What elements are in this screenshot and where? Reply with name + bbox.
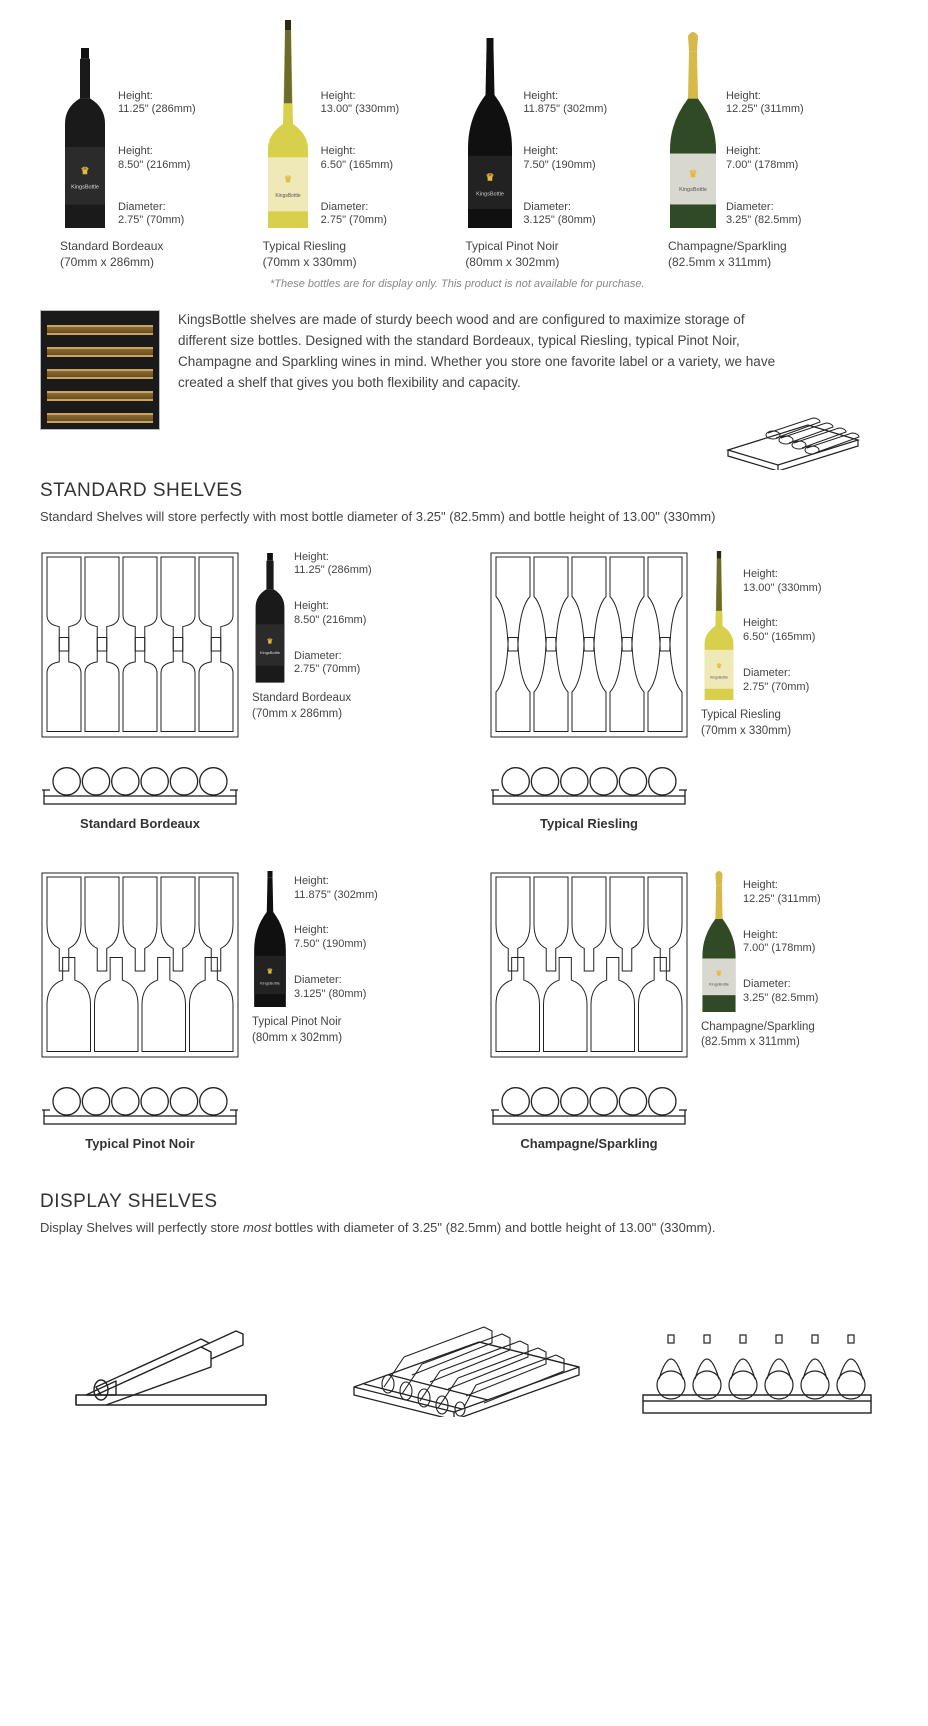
shelf-cell-riesling: Typical Riesling ♛ KingsBottle Height:13… — [489, 551, 888, 831]
shelf-cell-bordeaux: Standard Bordeaux ♛ KingsBottle Height:1… — [40, 551, 439, 831]
bottle-spec-bordeaux: ♛ KingsBottle Height: 11.25" (286mm) Hei… — [60, 48, 260, 270]
shelf-top-view — [40, 871, 240, 1062]
shelf-front-view — [489, 760, 689, 806]
standard-shelves-grid: Standard Bordeaux ♛ KingsBottle Height:1… — [40, 551, 888, 1151]
diameter: Diameter: 3.125" (80mm) — [523, 201, 607, 229]
shelf-top-view — [40, 551, 240, 742]
shelf-iso-sketch — [718, 380, 868, 470]
shelf-side-bottle: ♛ KingsBottle — [252, 871, 288, 1008]
svg-text:KingsBottle: KingsBottle — [260, 651, 281, 656]
shelf-caption: Typical Pinot Noir — [40, 1136, 240, 1151]
standard-shelves-desc: Standard Shelves will store perfectly wi… — [40, 508, 888, 526]
display-shelves-diagrams — [40, 1267, 888, 1417]
svg-text:♛: ♛ — [716, 662, 722, 669]
shelf-caption: Champagne/Sparkling — [489, 1136, 689, 1151]
svg-text:KingsBottle: KingsBottle — [71, 184, 99, 190]
shelf-side-dimensions: Height:11.875" (302mm) Height:7.50" (190… — [294, 875, 378, 1002]
svg-text:KingsBottle: KingsBottle — [709, 981, 730, 986]
shelf-top-view — [489, 551, 689, 742]
bottle-caption: Typical Riesling (70mm x 330mm) — [263, 238, 357, 270]
svg-text:♛: ♛ — [486, 173, 495, 184]
height-shoulder: Height:7.00" (178mm) — [743, 929, 821, 957]
svg-text:♛: ♛ — [688, 169, 697, 180]
display-shelf-side-view — [40, 1287, 303, 1417]
shelf-front-view — [489, 1080, 689, 1126]
bottle-caption: Typical Pinot Noir (80mm x 302mm) — [465, 238, 559, 270]
shelf-cell-pinot: Typical Pinot Noir ♛ KingsBottle Height:… — [40, 871, 439, 1151]
height-shoulder: Height:8.50" (216mm) — [294, 600, 372, 628]
shelf-caption: Typical Riesling — [489, 816, 689, 831]
svg-text:♛: ♛ — [267, 637, 273, 646]
shelf-side-dimensions: Height:13.00" (330mm) Height:6.50" (165m… — [743, 568, 822, 695]
height-shoulder: Height: 6.50" (165mm) — [321, 145, 400, 173]
bottle-caption: Standard Bordeaux (70mm x 286mm) — [60, 238, 163, 270]
display-desc-post: bottles with diameter of 3.25" (82.5mm) … — [271, 1220, 715, 1235]
height-shoulder: Height: 8.50" (216mm) — [118, 145, 196, 173]
diameter: Diameter:3.25" (82.5mm) — [743, 978, 821, 1006]
diameter: Diameter:2.75" (70mm) — [743, 667, 822, 695]
display-shelf-front-view — [625, 1327, 888, 1417]
svg-text:♛: ♛ — [81, 166, 90, 177]
shelf-side-caption: Typical Pinot Noir (80mm x 302mm) — [252, 1015, 342, 1046]
display-shelves-heading: DISPLAY SHELVES — [40, 1191, 888, 1213]
shelf-top-view — [489, 871, 689, 1062]
bottle-caption: Champagne/Sparkling (82.5mm x 311mm) — [668, 238, 787, 270]
bottle-spec-pinot: ♛ KingsBottle Height: 11.875" (302mm) He… — [465, 38, 665, 270]
intro-section: KingsBottle shelves are made of sturdy b… — [40, 310, 888, 430]
shelf-front-view — [40, 760, 240, 806]
shelf-front-view — [40, 1080, 240, 1126]
shelf-side-caption: Typical Riesling (70mm x 330mm) — [701, 708, 791, 739]
display-desc-pre: Display Shelves will perfectly store — [40, 1220, 243, 1235]
diameter: Diameter:2.75" (70mm) — [294, 650, 372, 678]
svg-text:KingsBottle: KingsBottle — [476, 192, 504, 198]
bottle-spec-champagne: ♛ KingsBottle Height: 12.25" (311mm) Hei… — [668, 32, 868, 270]
height-overall: Height: 11.875" (302mm) — [523, 90, 607, 118]
shelf-side-bottle: ♛ KingsBottle — [701, 871, 737, 1012]
svg-text:KingsBottle: KingsBottle — [679, 187, 707, 193]
display-shelves-desc: Display Shelves will perfectly store mos… — [40, 1219, 888, 1237]
svg-text:♛: ♛ — [267, 966, 273, 975]
bottle-dimensions: Height: 13.00" (330mm) Height: 6.50" (16… — [321, 90, 400, 229]
shelf-side-bottle: ♛ KingsBottle — [252, 553, 288, 683]
shelf-side-caption: Standard Bordeaux (70mm x 286mm) — [252, 691, 351, 722]
svg-text:♛: ♛ — [716, 968, 722, 977]
diameter: Diameter: 3.25" (82.5mm) — [726, 201, 804, 229]
display-desc-em: most — [243, 1220, 271, 1235]
bottle-dimensions: Height: 11.25" (286mm) Height: 8.50" (21… — [118, 90, 196, 229]
shelf-side-dimensions: Height:11.25" (286mm) Height:8.50" (216m… — [294, 551, 372, 678]
svg-text:KingsBottle: KingsBottle — [260, 980, 281, 985]
height-overall: Height:11.875" (302mm) — [294, 875, 378, 903]
disclaimer-text: *These bottles are for display only. Thi… — [270, 278, 888, 290]
svg-text:KingsBottle: KingsBottle — [710, 675, 728, 679]
display-shelf-iso-view — [333, 1267, 596, 1417]
shelf-side-dimensions: Height:12.25" (311mm) Height:7.00" (178m… — [743, 879, 821, 1006]
standard-shelves-heading: STANDARD SHELVES — [40, 480, 888, 502]
svg-text:♛: ♛ — [284, 174, 292, 184]
diameter: Diameter:3.125" (80mm) — [294, 974, 378, 1002]
height-shoulder: Height: 7.50" (190mm) — [523, 145, 607, 173]
shelf-side-bottle: ♛ KingsBottle — [701, 551, 737, 701]
shelf-side-caption: Champagne/Sparkling (82.5mm x 311mm) — [701, 1020, 815, 1051]
diameter: Diameter: 2.75" (70mm) — [118, 201, 196, 229]
height-shoulder: Height:7.50" (190mm) — [294, 924, 378, 952]
shelf-caption: Standard Bordeaux — [40, 816, 240, 831]
bottle-spec-riesling: ♛ KingsBottle Height: 13.00" (330mm) Hei… — [263, 20, 463, 270]
height-shoulder: Height: 7.00" (178mm) — [726, 145, 804, 173]
height-overall: Height: 12.25" (311mm) — [726, 90, 804, 118]
height-overall: Height: 11.25" (286mm) — [118, 90, 196, 118]
height-overall: Height: 13.00" (330mm) — [321, 90, 400, 118]
svg-text:KingsBottle: KingsBottle — [275, 193, 301, 199]
height-overall: Height:13.00" (330mm) — [743, 568, 822, 596]
height-overall: Height:11.25" (286mm) — [294, 551, 372, 579]
shelf-photo-thumbnail — [40, 310, 160, 430]
bottle-dimensions: Height: 12.25" (311mm) Height: 7.00" (17… — [726, 90, 804, 229]
height-shoulder: Height:6.50" (165mm) — [743, 617, 822, 645]
bottle-dimensions: Height: 11.875" (302mm) Height: 7.50" (1… — [523, 90, 607, 229]
bottle-specs-row: ♛ KingsBottle Height: 11.25" (286mm) Hei… — [40, 20, 888, 270]
shelf-cell-champagne: Champagne/Sparkling ♛ KingsBottle Height… — [489, 871, 888, 1151]
diameter: Diameter: 2.75" (70mm) — [321, 201, 400, 229]
height-overall: Height:12.25" (311mm) — [743, 879, 821, 907]
intro-paragraph: KingsBottle shelves are made of sturdy b… — [178, 310, 778, 394]
